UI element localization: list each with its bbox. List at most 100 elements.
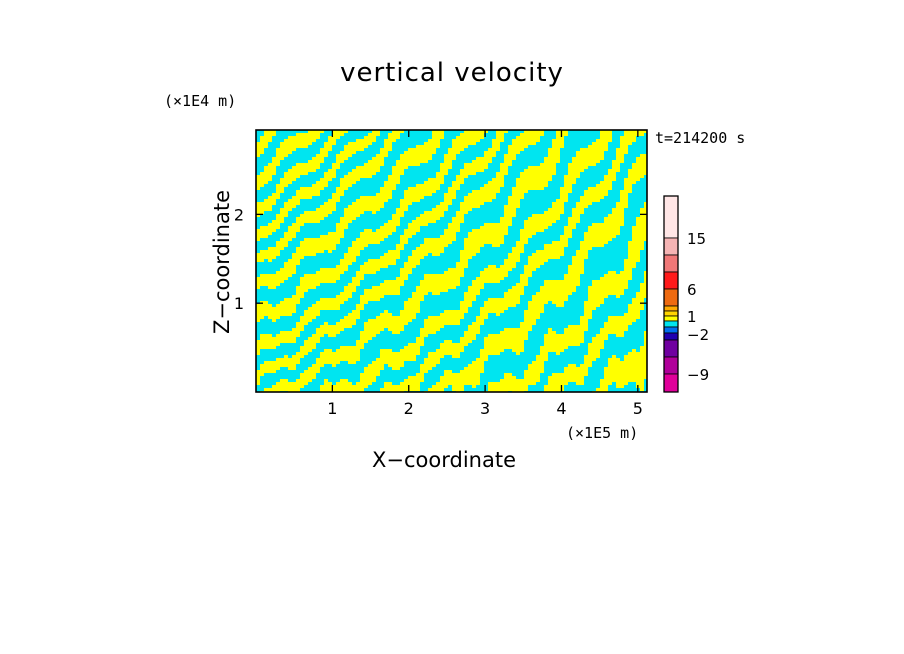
positive-velocity-patch [464,331,468,346]
positive-velocity-patch [380,313,384,331]
positive-velocity-patch [584,190,588,208]
positive-velocity-patch [384,223,388,238]
positive-velocity-patch [368,319,372,340]
positive-velocity-patch [612,208,616,238]
positive-velocity-patch [644,154,647,175]
positive-velocity-patch [596,223,600,247]
positive-velocity-patch [356,238,360,256]
positive-velocity-patch [328,325,332,337]
positive-velocity-patch [284,172,288,187]
positive-velocity-patch [476,277,480,295]
positive-velocity-patch [336,295,340,310]
positive-velocity-patch [520,172,524,199]
positive-velocity-patch [588,145,592,166]
positive-velocity-patch [344,346,348,361]
positive-velocity-patch [276,271,280,286]
positive-velocity-patch [612,355,616,382]
positive-velocity-patch [312,130,316,142]
positive-velocity-patch [612,160,616,181]
positive-velocity-patch [608,130,612,142]
positive-velocity-patch [412,220,416,235]
positive-velocity-patch [472,229,476,256]
positive-velocity-patch [440,130,444,139]
positive-velocity-patch [424,358,428,373]
positive-velocity-patch [588,286,592,319]
positive-velocity-patch [320,178,324,190]
positive-velocity-patch [540,346,544,373]
positive-velocity-patch [388,133,392,151]
positive-velocity-patch [288,259,292,277]
positive-velocity-patch [496,172,500,193]
positive-velocity-patch [416,184,420,202]
positive-velocity-patch [424,142,428,163]
positive-velocity-patch [556,130,560,163]
positive-velocity-patch [504,373,508,392]
positive-velocity-patch [444,154,448,175]
positive-velocity-patch [632,226,636,268]
positive-velocity-patch [304,187,308,199]
positive-velocity-patch [348,172,352,187]
positive-velocity-patch [424,181,428,196]
positive-velocity-patch [480,271,484,289]
positive-velocity-patch [440,343,444,358]
positive-velocity-patch [344,175,348,190]
positive-velocity-patch [520,274,524,295]
positive-velocity-patch [288,199,292,211]
positive-velocity-patch [372,232,376,244]
positive-velocity-patch [276,358,280,370]
positive-velocity-patch [572,157,576,184]
y-tick-label: 2 [234,205,244,224]
positive-velocity-patch [556,241,560,259]
positive-velocity-patch [536,166,540,190]
positive-velocity-patch [308,211,312,223]
positive-velocity-patch [320,325,324,337]
positive-velocity-patch [392,166,396,190]
positive-velocity-patch [556,373,560,392]
positive-velocity-patch [396,277,400,295]
positive-velocity-patch [360,166,364,178]
positive-velocity-patch [364,163,368,178]
positive-velocity-patch [396,352,400,370]
positive-velocity-patch [496,268,500,283]
positive-velocity-patch [300,373,304,388]
positive-velocity-patch [256,277,260,289]
positive-velocity-patch [268,334,272,349]
positive-velocity-patch [636,352,640,388]
positive-velocity-patch [304,133,308,148]
x-axis: 1 2 3 4 5 [327,130,643,418]
positive-velocity-patch [528,301,532,331]
positive-velocity-patch [288,358,292,370]
positive-velocity-patch [368,196,372,211]
velocity-field [256,130,647,392]
positive-velocity-patch [256,202,260,217]
positive-velocity-patch [452,310,456,325]
positive-velocity-patch [344,316,348,328]
positive-velocity-patch [604,175,608,196]
positive-velocity-patch [568,325,572,346]
positive-velocity-patch [456,373,460,392]
positive-velocity-patch [432,130,436,154]
positive-velocity-patch [292,136,296,151]
positive-velocity-patch [416,145,420,166]
positive-velocity-patch [568,364,572,382]
positive-velocity-patch [364,196,368,211]
positive-velocity-patch [448,148,452,169]
positive-velocity-patch [404,301,408,325]
positive-velocity-patch [436,130,440,148]
positive-velocity-patch [620,316,624,337]
positive-velocity-patch [580,364,584,385]
positive-velocity-patch [320,352,324,367]
x-unit-label: (×1E5 m) [566,424,639,442]
positive-velocity-patch [416,373,420,391]
positive-velocity-patch [264,274,268,286]
positive-velocity-patch [356,340,360,361]
positive-velocity-patch [276,184,280,199]
positive-velocity-patch [324,172,328,187]
y-tick-label: 1 [234,294,244,313]
positive-velocity-patch [352,385,356,392]
colorbar-tick-label: 15 [687,230,706,248]
positive-velocity-patch [464,163,468,178]
positive-velocity-patch [564,226,568,247]
positive-velocity-patch [492,382,496,392]
positive-velocity-patch [524,130,528,148]
